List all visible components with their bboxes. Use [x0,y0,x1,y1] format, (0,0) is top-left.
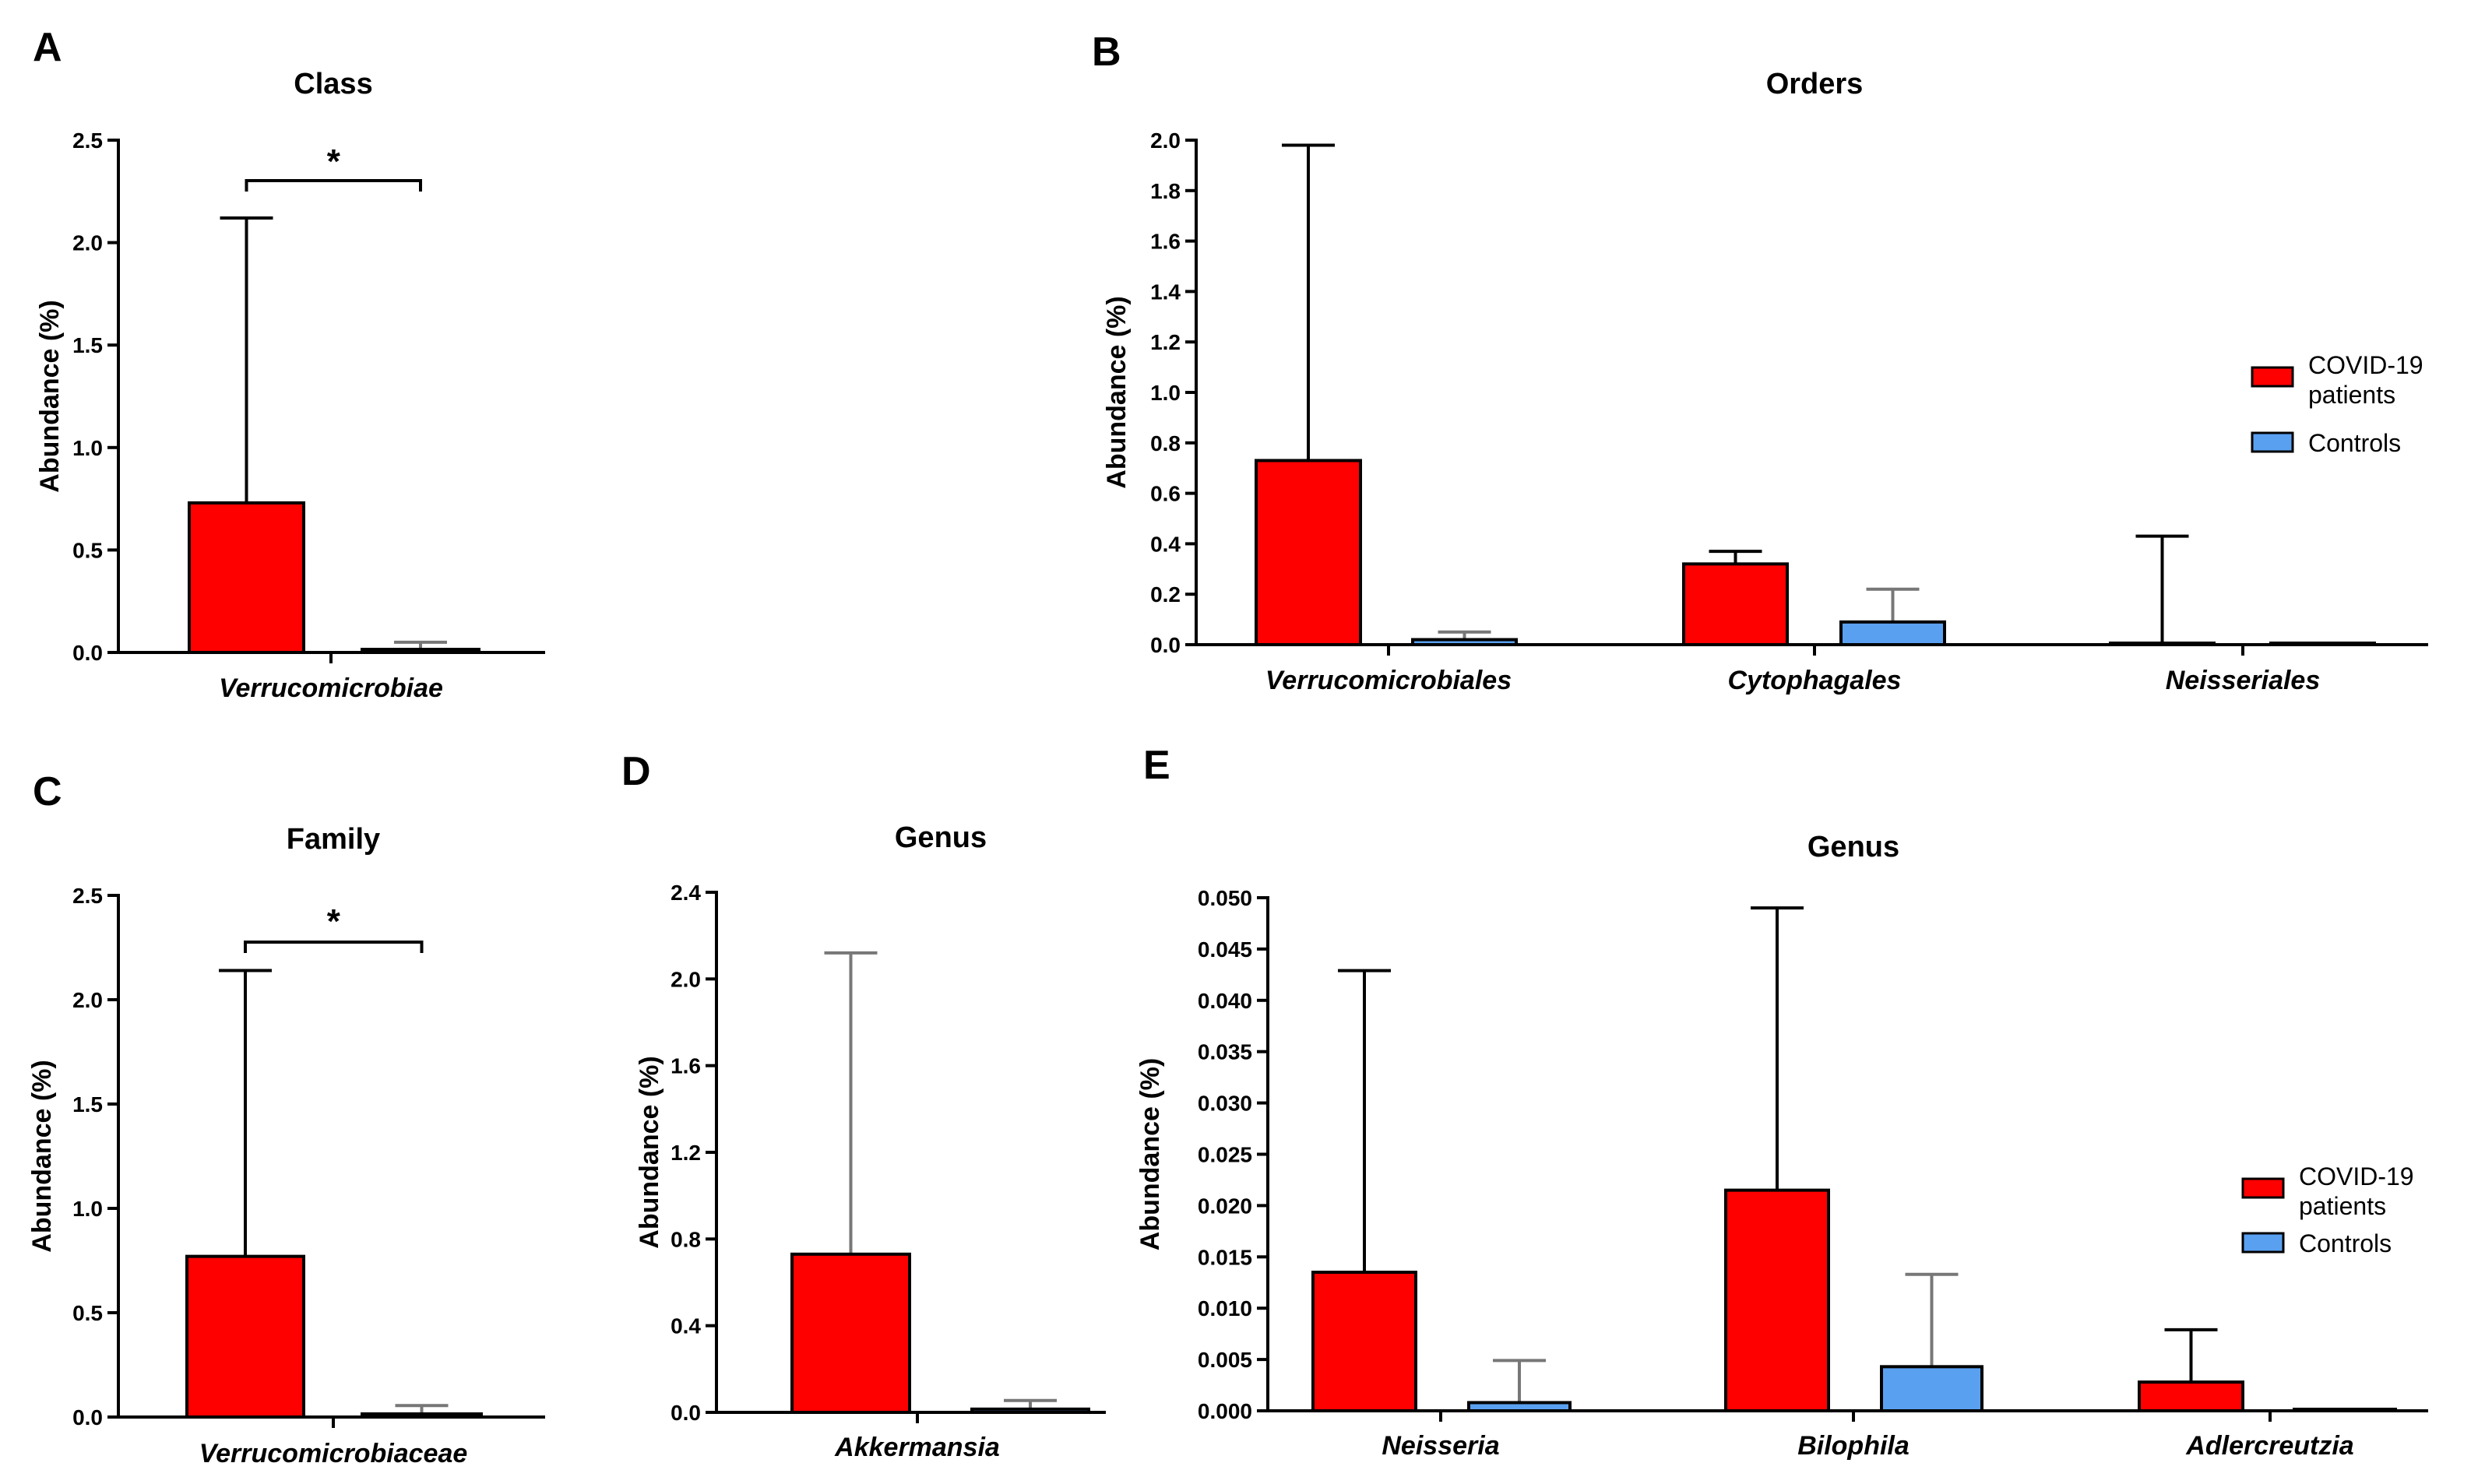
x-category-label: Neisseriales [2166,666,2321,695]
panel-letter: E [1143,743,1170,788]
y-tick-label: 0.015 [1198,1245,1252,1269]
bar-covid-cytophagales [1682,562,1789,647]
y-tick-label: 1.6 [1150,230,1181,254]
y-tick-label: 0.0 [72,1405,103,1429]
bar-covid-verrucomicrobiaceae [185,1254,305,1419]
y-tick-label: 1.6 [671,1054,701,1078]
y-axis-label: Abundance (%) [1135,1058,1165,1250]
panel-letter: D [621,749,651,794]
y-tick-label: 0.5 [72,1301,103,1325]
bar-covid-verrucomicrobiae [188,501,305,655]
x-category-label: Verrucomicrobiae [219,673,443,703]
x-category-label: Adlercreutzia [2185,1431,2353,1461]
y-tick-label: 0.0 [72,641,103,665]
panel-letter: C [33,769,62,814]
y-tick-label: 2.5 [72,128,103,153]
y-tick-label: 0.4 [671,1314,701,1338]
y-tick-label: 1.8 [1150,179,1181,203]
y-tick-label: 0.030 [1198,1092,1252,1116]
significance-star: * [327,902,341,941]
chart-panel-d: D Genus Abundance (%) Akkermansia 0.0 0.4 0.8 1… [621,749,1106,1462]
y-axis-label: Abundance (%) [635,1056,664,1248]
y-tick-label: 2.0 [72,231,103,255]
y-tick-label: 2.0 [72,988,103,1012]
y-tick-label: 0.020 [1198,1194,1252,1218]
x-category-label: Akkermansia [834,1433,1000,1462]
y-tick-label: 0.8 [671,1227,701,1251]
y-tick-label: 1.5 [72,333,103,357]
y-tick-label: 0.8 [1150,431,1181,455]
y-tick-label: 0.4 [1150,532,1181,556]
y-tick-label: 1.0 [72,436,103,460]
panel-letter: A [33,25,62,70]
y-tick-label: 1.2 [671,1141,701,1165]
y-tick-label: 2.0 [671,967,701,991]
y-tick-label: 0.000 [1198,1399,1252,1423]
y-tick-label: 1.0 [72,1197,103,1221]
y-tick-label: 0.040 [1198,989,1252,1013]
chart-title: Orders [1766,68,1864,100]
x-category-label: Verrucomicrobiaceae [199,1439,468,1468]
y-tick-label: 2.4 [671,881,701,905]
bar-controls-cytophagales [1839,620,1946,647]
bar-covid-bilophila [1724,1188,1830,1412]
x-category-label: Cytophagales [1728,666,1902,695]
panel-letter: B [1092,30,1121,75]
y-tick-label: 0.6 [1150,482,1181,506]
legend-label-covid-line2: patients [2299,1192,2386,1220]
chart-panel-e: E Genus Abundance (%) Neisseria Bilophila Adl… [1135,743,2428,1461]
y-tick-label: 0.005 [1198,1348,1252,1372]
y-tick-label: 1.5 [72,1092,103,1117]
chart-title: Family [287,823,380,856]
chart-panel-b: B Orders Abundance (%) Verrucomicrobiales Cy… [1092,30,2428,695]
y-axis-label: Abundance (%) [1102,296,1132,488]
legend-swatch-covid [2251,366,2294,388]
legend-swatch-controls [2251,431,2294,453]
legend-label-covid-line2: patients [2308,381,2395,409]
chart-panel-a: A Class Abundance (%) Verrucomicrobiae 0.0 0.… [33,25,545,703]
legend-label-covid: COVID-19 [2308,351,2423,379]
bar-controls-bilophila [1880,1365,1983,1413]
chart-panel-c: C Family Abundance (%) Verrucomicrobiaceae 0… [27,769,545,1468]
chart-title: Class [294,68,372,100]
y-tick-label: 0.010 [1198,1296,1252,1320]
y-tick-label: 0.0 [1150,633,1181,657]
y-tick-label: 1.2 [1150,330,1181,354]
y-tick-label: 0.025 [1198,1143,1252,1167]
chart-title: Genus [895,821,987,854]
significance-bracket [245,179,422,192]
y-axis-label: Abundance (%) [27,1060,57,1252]
legend-swatch-covid [2241,1177,2285,1199]
y-tick-label: 0.045 [1198,937,1252,962]
x-category-label: Neisseria [1382,1431,1499,1461]
bar-covid-adlercreutzia [2138,1380,2244,1412]
x-category-label: Verrucomicrobiales [1265,666,1512,695]
y-tick-label: 0.5 [72,538,103,562]
legend-label-covid: COVID-19 [2299,1162,2414,1190]
significance-bracket [244,941,424,953]
y-tick-label: 2.0 [1150,128,1181,153]
legend-label-controls: Controls [2299,1229,2392,1257]
y-axis-label: Abundance (%) [35,300,65,492]
chart-title: Genus [1807,831,1899,863]
significance-star: * [327,142,341,181]
legend-swatch-controls [2241,1232,2285,1254]
legend-label-controls: Controls [2308,429,2401,457]
y-tick-label: 1.4 [1150,280,1181,304]
y-tick-label: 1.0 [1150,381,1181,405]
x-category-label: Bilophila [1797,1431,1910,1461]
y-tick-label: 0.2 [1150,582,1181,607]
y-tick-label: 0.050 [1198,886,1252,910]
y-tick-label: 0.035 [1198,1040,1252,1064]
bar-covid-verrucomicrobiales [1255,459,1362,646]
bar-covid-neisseria [1311,1271,1417,1412]
y-tick-label: 2.5 [72,884,103,908]
bar-covid-akkermansia [790,1252,911,1414]
y-tick-label: 0.0 [671,1401,701,1425]
